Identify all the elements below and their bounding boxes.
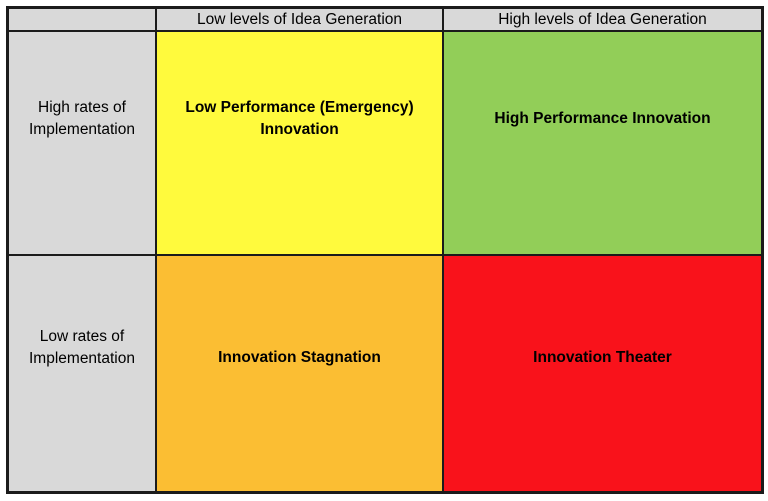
quadrant-innovation-theater: Innovation Theater [444, 256, 761, 491]
column-header-label: Low levels of Idea Generation [196, 10, 403, 28]
column-header-low-idea-generation: Low levels of Idea Generation [157, 9, 444, 32]
row-header-high-implementation: High rates of Implementation [9, 32, 157, 256]
row-header-low-implementation: Low rates of Implementation [9, 256, 157, 491]
quadrant-label: Innovation Stagnation [218, 348, 381, 366]
quadrant-label: Low Performance (Emergency) Innovation [185, 99, 414, 138]
quadrant-label: High Performance Innovation [494, 110, 711, 128]
innovation-matrix-table: Low levels of Idea Generation High level… [6, 6, 764, 494]
matrix-corner-cell [9, 9, 157, 32]
column-header-high-idea-generation: High levels of Idea Generation [444, 9, 761, 32]
quadrant-label: Innovation Theater [533, 348, 672, 366]
quadrant-low-performance-emergency-innovation: Low Performance (Emergency) Innovation [157, 32, 444, 256]
column-header-label: High levels of Idea Generation [498, 10, 707, 28]
row-header-label: High rates of Implementation [29, 99, 135, 138]
row-header-label: Low rates of Implementation [29, 327, 135, 367]
quadrant-innovation-stagnation: Innovation Stagnation [157, 256, 444, 491]
quadrant-high-performance-innovation: High Performance Innovation [444, 32, 761, 256]
